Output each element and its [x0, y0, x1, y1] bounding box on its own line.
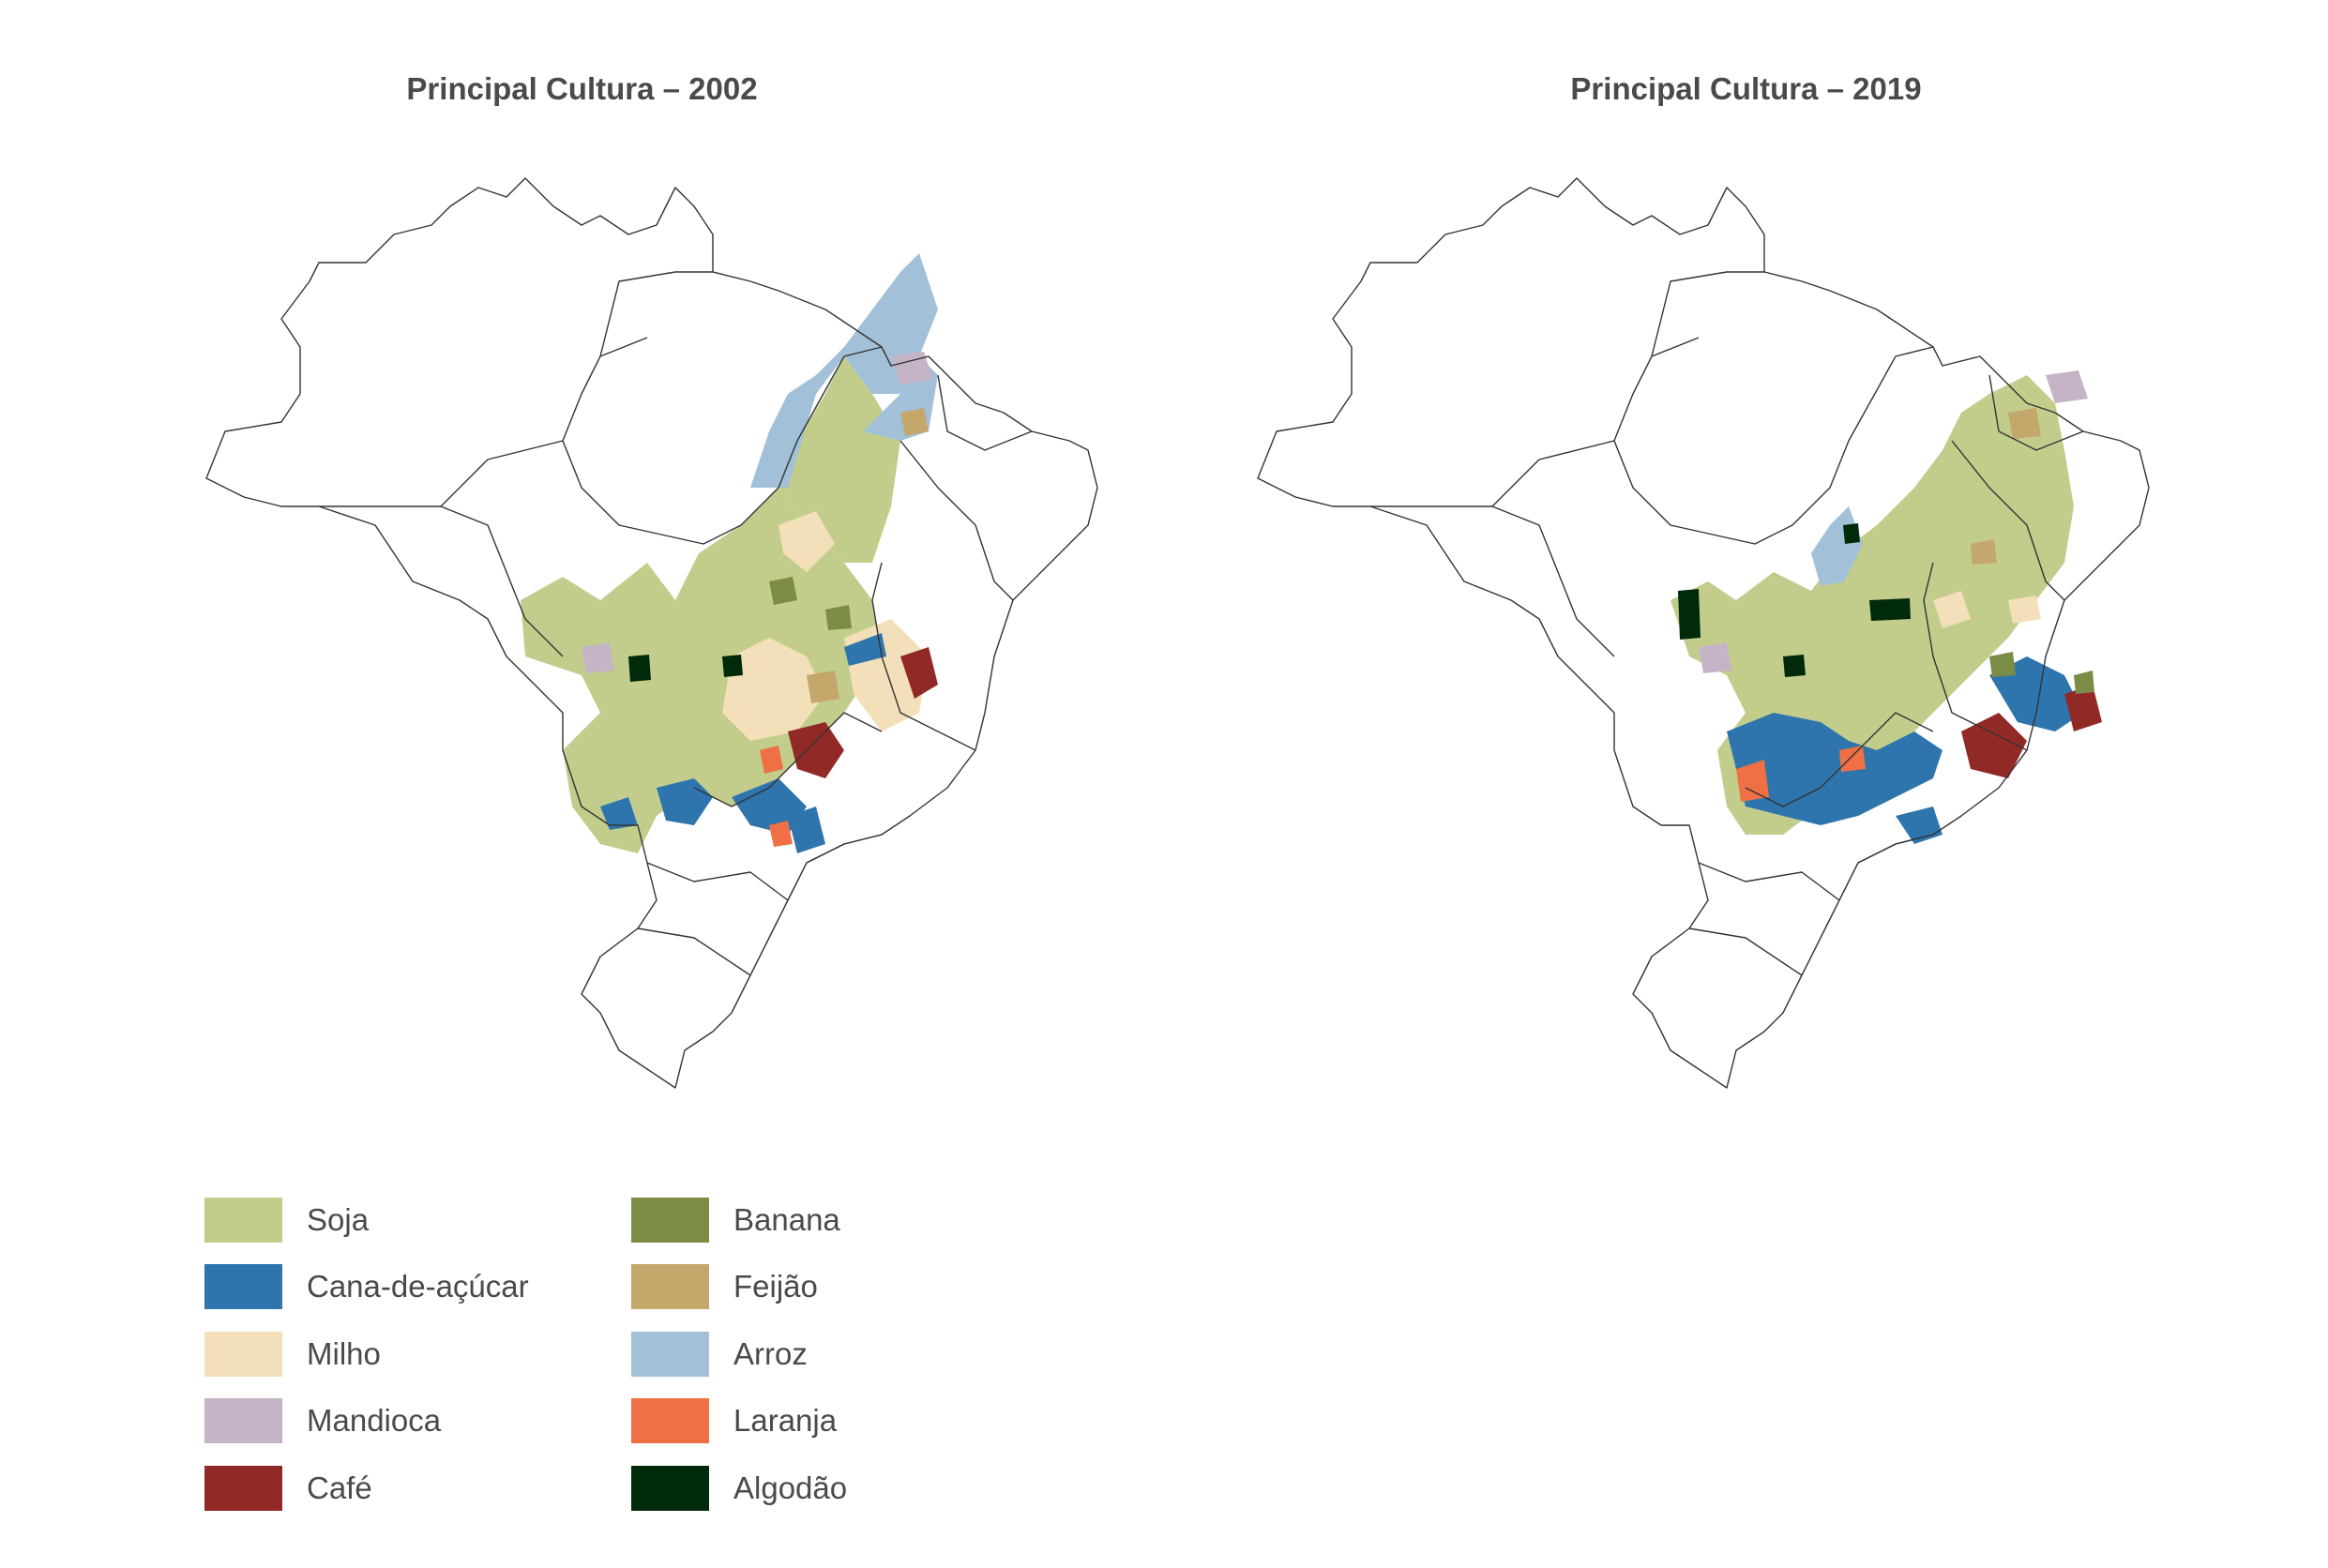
region-soja [779, 356, 900, 563]
legend-label: Milho [307, 1336, 381, 1371]
legend-item-banana: Banana [631, 1197, 840, 1244]
region-algodao [1678, 589, 1701, 640]
region-cana [1727, 713, 1943, 825]
region-algodao [1869, 598, 1911, 621]
region-cafe [2064, 685, 2102, 731]
region-banana [1989, 652, 2016, 677]
map-title-2019: Principal Cultura – 2019 [1570, 71, 1922, 106]
brazil-map-2002 [205, 177, 1098, 1089]
region-laranja [1839, 746, 1866, 772]
region-banana [2074, 671, 2094, 694]
region-milho [1933, 591, 1971, 628]
region-laranja [760, 746, 783, 774]
legend-item-mandioca: Mandioca [204, 1397, 441, 1444]
legend-item-feijao: Feijão [631, 1263, 818, 1310]
legend-label: Café [307, 1470, 372, 1505]
legend-swatch [631, 1198, 709, 1243]
legend-item-cana: Cana-de-açúcar [204, 1263, 529, 1310]
region-banana [769, 577, 797, 605]
legend-label: Arroz [733, 1336, 808, 1371]
crop-regions-2019 [1670, 370, 2102, 844]
region-banana [825, 605, 852, 630]
legend-label: Laranja [733, 1403, 838, 1438]
legend-label: Mandioca [307, 1403, 442, 1438]
legend-label: Banana [733, 1202, 840, 1237]
region-cana [600, 797, 638, 830]
legend-label: Cana-de-açúcar [307, 1269, 529, 1304]
map-panel-2002: Principal Cultura – 2002 [0, 0, 1164, 1125]
crop-regions-2002 [521, 253, 938, 853]
region-cana [788, 807, 825, 853]
legend-swatch [204, 1198, 282, 1243]
legend-swatch [631, 1466, 709, 1511]
region-milho [722, 638, 825, 741]
legend-swatch [204, 1466, 282, 1511]
region-arroz [750, 253, 938, 488]
legend: Soja Cana-de-açúcar Milho Mandioca Café … [204, 1197, 917, 1534]
legend-item-laranja: Laranja [631, 1397, 837, 1444]
region-mandioca [1699, 642, 1731, 673]
legend-label: Soja [307, 1202, 370, 1237]
legend-swatch [631, 1332, 709, 1377]
region-milho [779, 511, 835, 572]
legend-label: Algodão [733, 1470, 848, 1505]
legend-item-cafe: Café [204, 1465, 372, 1512]
region-laranja [769, 821, 793, 847]
region-feijao [1971, 539, 1997, 565]
region-algodao [722, 655, 743, 677]
region-mandioca [891, 352, 933, 384]
region-mandioca [2046, 370, 2088, 403]
region-cafe [900, 647, 938, 699]
legend-item-milho: Milho [204, 1331, 381, 1378]
map-panel-2019: Principal Cultura – 2019 [1164, 0, 2328, 1125]
state-borders-2002 [205, 177, 1098, 1089]
legend-swatch [631, 1398, 709, 1443]
region-cafe [788, 722, 844, 778]
region-feijao [807, 671, 839, 703]
region-mandioca [582, 642, 614, 673]
region-cafe [1961, 713, 2027, 778]
legend-item-soja: Soja [204, 1197, 369, 1244]
region-algodao [1843, 523, 1860, 544]
legend-item-arroz: Arroz [631, 1331, 808, 1378]
legend-swatch [204, 1264, 282, 1309]
brazil-map-2019 [1257, 177, 2150, 1089]
region-cana [844, 633, 886, 666]
region-milho [2008, 596, 2041, 624]
legend-swatch [204, 1332, 282, 1377]
legend-item-algodao: Algodão [631, 1465, 847, 1512]
state-borders-2019 [1257, 177, 2150, 1089]
region-feijao [900, 408, 929, 436]
region-laranja [1736, 760, 1769, 802]
region-feijao [2008, 408, 2041, 439]
region-algodao [1783, 655, 1806, 677]
region-algodao [628, 655, 651, 682]
map-title-2002: Principal Cultura – 2002 [406, 71, 758, 106]
legend-swatch [204, 1398, 282, 1443]
legend-swatch [631, 1264, 709, 1309]
legend-label: Feijão [733, 1269, 818, 1304]
